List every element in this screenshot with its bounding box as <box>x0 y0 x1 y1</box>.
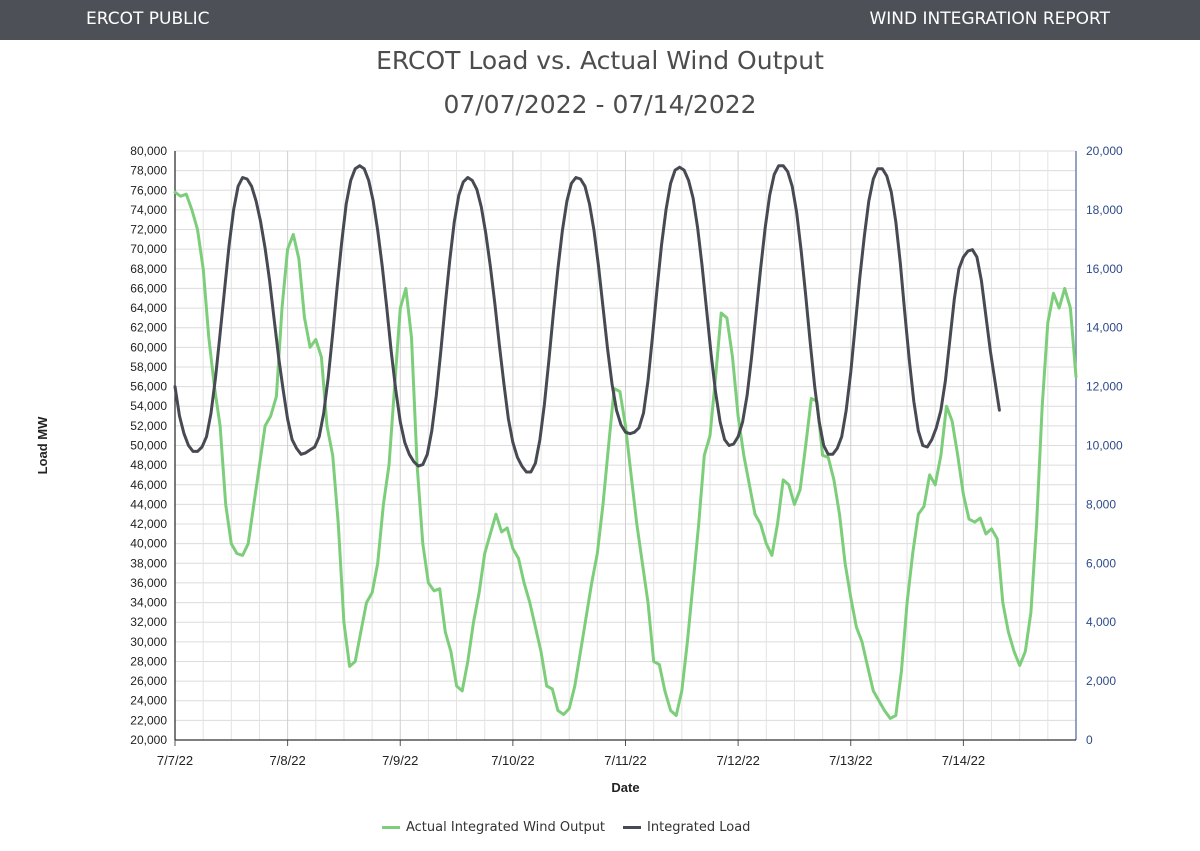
y-tick-label: 50,000 <box>130 439 167 453</box>
y-axis-title: Load MW <box>35 416 50 474</box>
series-line-integrated-load <box>173 164 1001 474</box>
report-header-bar: ERCOT PUBLIC WIND INTEGRATION REPORT <box>0 0 1200 40</box>
y-tick-label: 34,000 <box>130 596 167 610</box>
x-tick-label: 7/8/22 <box>270 753 306 768</box>
x-tick-label: 7/13/22 <box>829 753 872 768</box>
y-tick-label: 30,000 <box>130 635 167 649</box>
x-tick-label: 7/10/22 <box>491 753 534 768</box>
y2-tick-label: 12,000 <box>1086 380 1123 394</box>
header-right-label: WIND INTEGRATION REPORT <box>869 9 1110 29</box>
y-tick-label: 42,000 <box>130 517 167 531</box>
x-tick-label: 7/9/22 <box>382 753 418 768</box>
legend-item-wind[interactable]: Actual Integrated Wind Output <box>382 820 605 835</box>
y-tick-label: 78,000 <box>130 164 167 178</box>
legend-label-load: Integrated Load <box>647 820 751 835</box>
y2-tick-label: 2,000 <box>1086 674 1116 688</box>
y-tick-label: 38,000 <box>130 556 167 570</box>
y-tick-label: 62,000 <box>130 321 167 335</box>
legend-swatch-wind <box>382 826 400 829</box>
y-tick-label: 40,000 <box>130 537 167 551</box>
legend-swatch-load <box>623 826 642 829</box>
y2-tick-label: 10,000 <box>1086 439 1123 453</box>
y-tick-label: 52,000 <box>130 419 167 433</box>
y2-tick-label: 16,000 <box>1086 262 1123 276</box>
y2-tick-label: 4,000 <box>1086 615 1116 629</box>
y2-tick-label: 18,000 <box>1086 203 1123 217</box>
y-tick-label: 60,000 <box>130 340 167 354</box>
y-tick-label: 44,000 <box>130 497 167 511</box>
chart-subtitle: 07/07/2022 - 07/14/2022 <box>443 90 757 119</box>
legend-item-load[interactable]: Integrated Load <box>623 820 750 835</box>
y2-tick-label: 20,000 <box>1086 144 1123 158</box>
y-tick-label: 68,000 <box>130 262 167 276</box>
header-left-label: ERCOT PUBLIC <box>86 9 210 29</box>
y-tick-label: 80,000 <box>130 144 167 158</box>
x-tick-label: 7/12/22 <box>716 753 759 768</box>
y-tick-label: 54,000 <box>130 399 167 413</box>
x-tick-label: 7/14/22 <box>942 753 985 768</box>
y2-tick-label: 8,000 <box>1086 497 1116 511</box>
y-tick-label: 26,000 <box>130 674 167 688</box>
x-tick-label: 7/11/22 <box>604 753 646 768</box>
y-tick-label: 76,000 <box>130 183 167 197</box>
y-tick-label: 46,000 <box>130 478 167 492</box>
y-tick-label: 24,000 <box>130 694 167 708</box>
y-tick-label: 28,000 <box>130 654 167 668</box>
chart-title: ERCOT Load vs. Actual Wind Output <box>376 46 824 75</box>
y-tick-label: 20,000 <box>130 733 167 747</box>
y2-tick-label: 6,000 <box>1086 556 1116 570</box>
x-axis-title: Date <box>611 780 639 795</box>
y-tick-label: 22,000 <box>130 713 167 727</box>
y-tick-label: 72,000 <box>130 223 167 237</box>
y-tick-label: 32,000 <box>130 615 167 629</box>
x-tick-label: 7/7/22 <box>157 753 193 768</box>
y2-tick-label: 14,000 <box>1086 321 1123 335</box>
y-tick-label: 64,000 <box>130 301 167 315</box>
chart-legend: Actual Integrated Wind Output Integrated… <box>382 820 768 835</box>
y-tick-label: 48,000 <box>130 458 167 472</box>
legend-label-wind: Actual Integrated Wind Output <box>406 820 606 835</box>
y-tick-label: 74,000 <box>130 203 167 217</box>
y-tick-label: 66,000 <box>130 281 167 295</box>
y-tick-label: 56,000 <box>130 380 167 394</box>
y-tick-label: 70,000 <box>130 242 167 256</box>
y-tick-label: 36,000 <box>130 576 167 590</box>
y2-tick-label: 0 <box>1086 733 1093 747</box>
y-tick-label: 58,000 <box>130 360 167 374</box>
